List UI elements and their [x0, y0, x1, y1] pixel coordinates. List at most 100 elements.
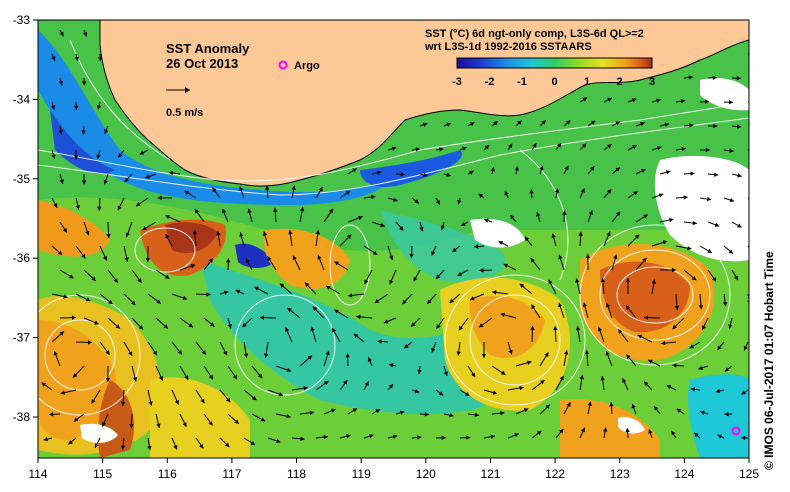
current-vector-head	[53, 351, 58, 356]
current-vector-head	[700, 410, 705, 415]
current-vector-head	[705, 147, 710, 153]
current-vector-head	[163, 324, 168, 329]
current-vector-head	[83, 31, 88, 37]
current-vector-head	[234, 419, 239, 424]
current-vector-head	[51, 154, 56, 159]
current-vector-head	[446, 172, 451, 177]
current-vector-head	[757, 274, 761, 279]
current-vector-head	[658, 193, 664, 198]
current-vector-head	[74, 56, 79, 61]
current-vector-head	[91, 399, 96, 404]
colorbar-tick-label: 3	[649, 76, 655, 88]
current-vector-head	[666, 385, 672, 390]
current-vector-head	[49, 412, 54, 417]
current-vector-head	[212, 187, 217, 193]
current-vector-head	[741, 435, 746, 441]
current-vector-head	[637, 334, 643, 339]
current-vector-head	[414, 389, 420, 394]
current-vector-head	[715, 388, 721, 394]
current-vector-head	[490, 167, 495, 172]
current-vector-head	[288, 230, 293, 235]
current-vector-head	[536, 212, 541, 217]
current-vector-head	[714, 172, 719, 177]
current-vector-head	[59, 31, 64, 37]
current-vector-head	[374, 298, 380, 303]
current-vector-head	[564, 165, 569, 171]
argo-label: Argo	[294, 60, 320, 72]
current-vector-head	[651, 279, 656, 284]
current-vector-head	[254, 286, 259, 291]
current-vector-head	[508, 349, 513, 355]
current-vector-head	[334, 261, 339, 266]
current-vector-head	[457, 271, 463, 276]
current-vector-head	[113, 278, 118, 283]
current-vector-head	[303, 386, 308, 391]
current-vector-head	[106, 233, 111, 238]
current-vector-head	[389, 279, 394, 285]
current-vector-head	[57, 250, 63, 255]
current-vector-head	[208, 420, 213, 426]
sst-coastal-colder	[50, 110, 115, 174]
current-vector-head	[107, 299, 113, 305]
current-vector-head	[59, 331, 64, 336]
current-vector-head	[375, 409, 381, 414]
current-vector-head	[367, 357, 372, 362]
current-vector-head	[307, 355, 313, 360]
current-vector-head	[415, 147, 420, 152]
plot-frame	[37, 19, 750, 459]
current-vector-head	[372, 250, 378, 255]
current-vector-head	[676, 408, 682, 413]
current-vector-head	[500, 410, 505, 416]
current-vector-head	[741, 390, 747, 395]
current-vector-head	[462, 146, 467, 151]
current-vector-head	[208, 258, 213, 263]
current-vector-head	[559, 428, 564, 434]
current-vector-head	[698, 365, 703, 370]
current-vector-head	[260, 417, 266, 422]
current-vector-head	[188, 323, 193, 328]
current-vector-head	[605, 302, 611, 308]
current-vector-head	[760, 224, 765, 228]
current-vector-head	[369, 434, 374, 439]
current-vector-head	[692, 220, 697, 226]
current-vector-head	[484, 218, 489, 223]
current-vector-head	[717, 434, 723, 439]
sst-coastal-cold	[38, 30, 390, 205]
current-vector-head	[736, 124, 742, 129]
current-vector	[751, 366, 756, 373]
colorbar-title-line1: SST (°C) 6d ngt-only comp, L3S-6d QL>=2	[425, 28, 644, 40]
current-vector-head	[399, 410, 405, 415]
current-vector-head	[691, 276, 697, 281]
x-tick-label: 122	[545, 467, 565, 481]
current-vector-head	[51, 56, 56, 61]
current-vector-head	[58, 130, 63, 135]
sst-warm-118	[263, 228, 350, 289]
current-vector-head	[752, 52, 756, 56]
current-vector-head	[704, 99, 710, 104]
current-vector-head	[399, 226, 404, 231]
current-vector-head	[436, 274, 441, 279]
current-vector-head	[184, 375, 189, 380]
current-vector-head	[209, 322, 215, 327]
current-vector-head	[85, 297, 91, 302]
current-vector-head	[597, 326, 603, 332]
current-vector-head	[743, 345, 748, 351]
current-vector-head	[493, 121, 498, 126]
current-vector-head	[737, 173, 742, 178]
current-vector-head	[464, 391, 470, 396]
current-vector-head	[643, 381, 649, 386]
current-vector-head	[642, 257, 647, 263]
current-vector-head	[706, 196, 712, 202]
current-vector-head	[687, 245, 692, 251]
current-vector-head	[728, 324, 733, 329]
sst-warmer-west	[38, 320, 116, 440]
current-vector-head	[226, 258, 231, 263]
current-vector-head	[481, 353, 487, 358]
current-vector-head	[63, 294, 68, 299]
current-vector-head	[665, 170, 671, 175]
current-vector-head	[711, 276, 717, 282]
current-vector-head	[377, 339, 382, 344]
current-vector-head	[724, 411, 729, 417]
current-vector-head	[736, 75, 741, 81]
current-vector-head	[753, 149, 757, 153]
